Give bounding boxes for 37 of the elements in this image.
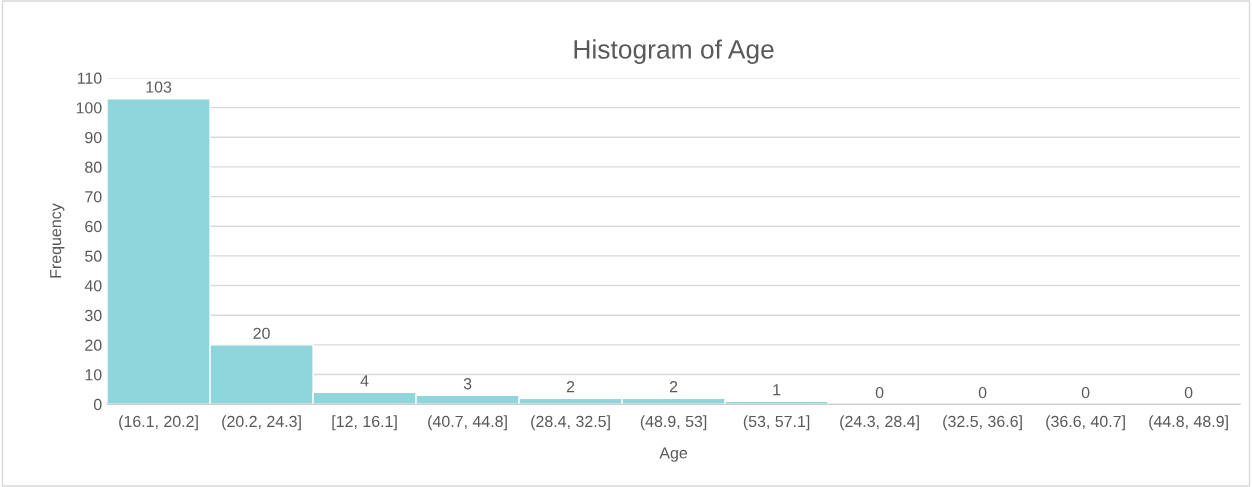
data-label: 1 <box>773 384 781 396</box>
data-label: 0 <box>978 386 987 399</box>
data-label: 20 <box>253 327 270 339</box>
x-tick-label: (24.3, 28.4] <box>840 415 919 431</box>
data-label: 0 <box>875 386 884 399</box>
x-tick-label: (44.8, 48.9] <box>1149 415 1228 431</box>
y-tick-label: 70 <box>85 191 102 203</box>
y-tick-label: 90 <box>85 131 102 144</box>
data-label: 2 <box>669 381 678 393</box>
data-label: 3 <box>463 378 472 390</box>
y-tick-label: 10 <box>85 369 102 381</box>
y-tick-label: 50 <box>85 250 102 262</box>
y-tick-label: 30 <box>85 309 102 322</box>
data-label: 0 <box>1081 386 1090 399</box>
data-label: 103 <box>146 81 172 93</box>
x-tick-label: (28.4, 32.5] <box>531 415 610 431</box>
y-tick-label: 110 <box>77 72 102 84</box>
x-tick-label: (36.6, 40.7] <box>1046 415 1125 431</box>
x-tick-label: (32.5, 36.6] <box>943 415 1022 431</box>
data-label: 2 <box>566 381 575 393</box>
data-label: 0 <box>1184 386 1193 399</box>
y-tick-label: 20 <box>85 339 102 351</box>
x-tick-label: (48.9, 53] <box>640 415 707 431</box>
x-tick-label: [12, 16.1] <box>332 415 397 431</box>
chart-title: Histogram of Age <box>574 39 774 64</box>
x-tick-label: (16.1, 20.2] <box>119 415 198 431</box>
y-axis-title: Frequency <box>50 203 65 278</box>
data-label: 4 <box>360 375 369 387</box>
y-tick-label: 80 <box>85 161 102 173</box>
y-tick-label: 100 <box>76 102 102 114</box>
y-tick-label: 0 <box>93 398 102 411</box>
x-axis-title: Age <box>659 447 688 462</box>
x-tick-label: (40.7, 44.8] <box>428 415 507 431</box>
y-tick-label: 40 <box>84 280 102 292</box>
x-tick-label: (20.2, 24.3] <box>222 415 301 431</box>
y-tick-label: 60 <box>85 220 102 233</box>
x-tick-label: (53, 57.1] <box>743 415 810 431</box>
